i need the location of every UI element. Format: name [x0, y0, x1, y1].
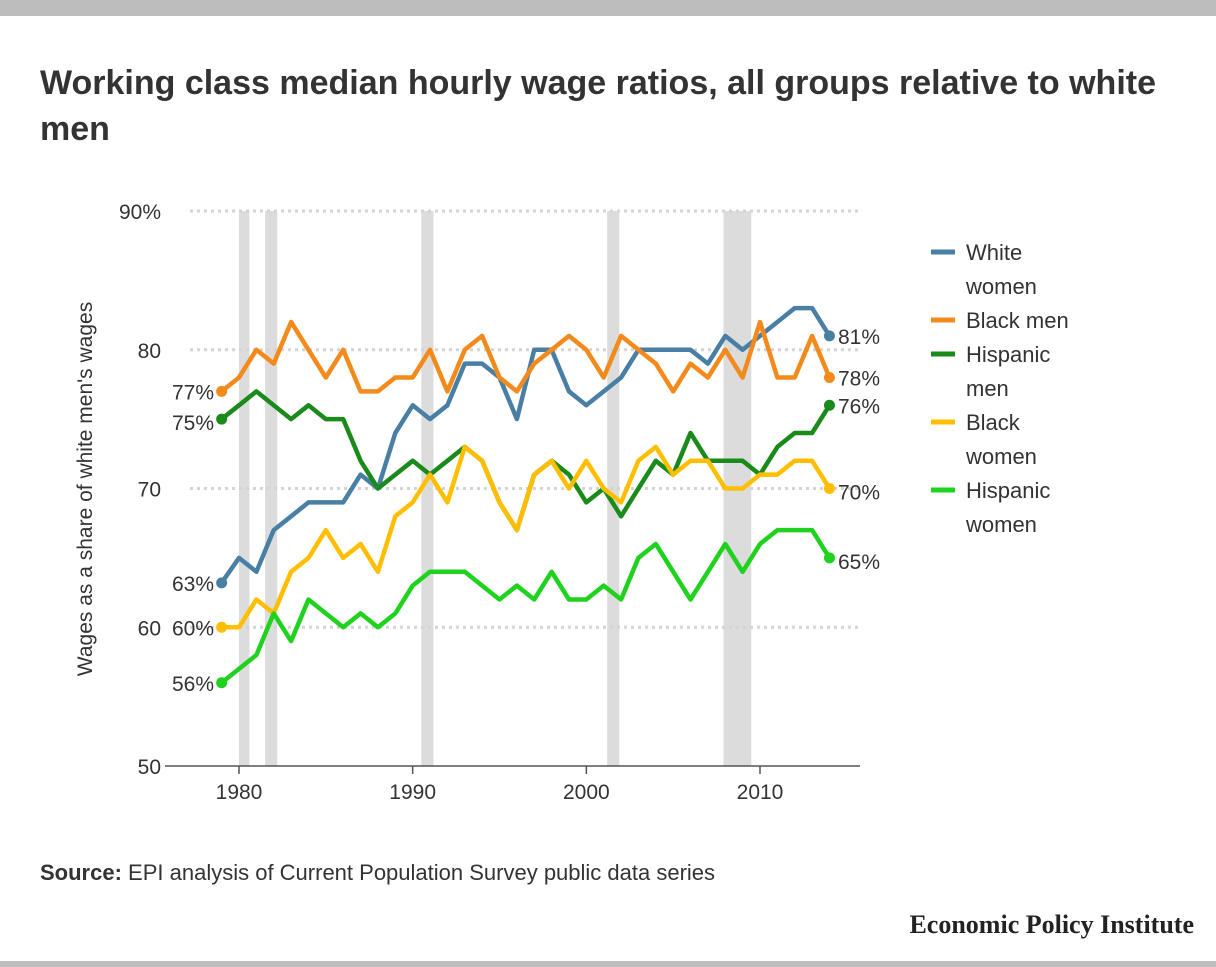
source-note: Source: EPI analysis of Current Populati… — [40, 860, 715, 886]
series-start-label-4: 56% — [172, 673, 214, 696]
legend-label-0-0: White — [966, 240, 1022, 265]
series-start-point-3 — [216, 621, 228, 633]
legend-label-4-0: Hispanic — [966, 478, 1050, 503]
y-tick-label-70: 70 — [138, 479, 161, 502]
series-end-label-2: 76% — [838, 395, 880, 418]
series-start-label-1: 77% — [172, 381, 214, 404]
series-start-label-2: 75% — [172, 412, 214, 435]
series-end-label-0: 81% — [838, 326, 880, 349]
series-line-0 — [219, 305, 832, 586]
legend-label-0-1: women — [965, 274, 1037, 299]
legend-label-3-0: Black — [966, 410, 1021, 435]
series-start-point-1 — [216, 385, 228, 397]
series-start-label-3: 60% — [172, 617, 214, 640]
source-text: EPI analysis of Current Population Surve… — [128, 860, 716, 885]
chart-title: Working class median hourly wage ratios,… — [40, 64, 1156, 148]
series-start-point-0 — [216, 577, 228, 589]
series-end-label-3: 70% — [838, 482, 880, 505]
x-tick-label-1980: 1980 — [216, 781, 263, 804]
top-border-bar — [0, 0, 1216, 16]
legend-label-4-1: women — [965, 512, 1037, 537]
x-tick-label-2000: 2000 — [563, 781, 610, 804]
legend-label-2-0: Hispanic — [966, 342, 1050, 367]
series-line-4 — [219, 527, 832, 686]
y-tick-label-90: 90% — [119, 201, 161, 224]
x-tick-label-2010: 2010 — [737, 781, 784, 804]
series-end-label-1: 78% — [838, 368, 880, 391]
recession-band-0 — [239, 211, 250, 766]
series-end-point-2 — [823, 399, 835, 411]
y-axis-label: Wages as a share of white men's wages — [74, 302, 97, 676]
y-tick-label-60: 60 — [138, 617, 161, 640]
series-end-point-3 — [823, 483, 835, 494]
series-start-point-4 — [216, 677, 228, 689]
legend-label-2-1: men — [966, 376, 1009, 401]
x-tick-label-1990: 1990 — [389, 781, 436, 804]
series-line-1 — [219, 319, 832, 394]
brand-logo-text: Economic Policy Institute — [909, 910, 1194, 939]
series-start-label-0: 63% — [172, 573, 214, 596]
source-label: Source: — [40, 860, 122, 885]
series-start-point-2 — [216, 413, 228, 425]
y-tick-label-50: 50 — [138, 756, 161, 779]
series-end-label-4: 65% — [838, 551, 880, 574]
y-tick-label-80: 80 — [138, 340, 161, 363]
legend-label-1-0: Black men — [966, 308, 1069, 333]
series-end-point-4 — [823, 552, 835, 564]
bottom-border-bar — [0, 961, 1216, 967]
series-line-3 — [219, 444, 832, 630]
series-end-point-0 — [823, 330, 835, 342]
series-end-point-1 — [823, 372, 835, 383]
legend-label-3-1: women — [965, 444, 1037, 469]
